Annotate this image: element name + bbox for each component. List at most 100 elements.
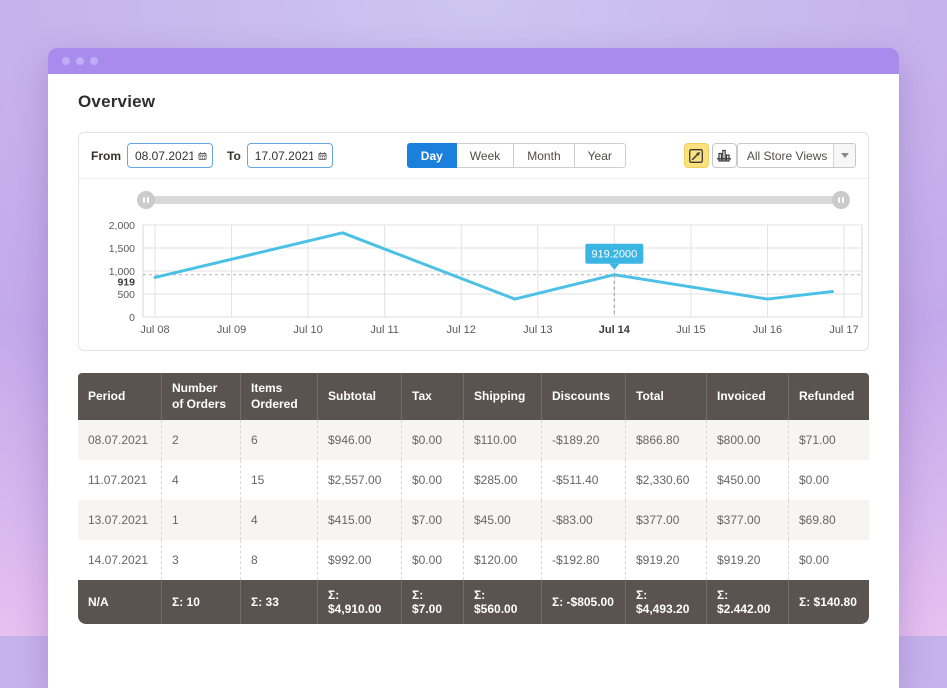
to-label: To (227, 148, 241, 163)
table-cell: $946.00 (317, 420, 401, 461)
table-cell: $0.00 (401, 540, 463, 581)
page-title: Overview (78, 92, 156, 111)
footer-total-cell: Σ: $4,910.00 (317, 580, 401, 625)
window-dot-icon[interactable] (62, 57, 70, 65)
bar-chart-button[interactable] (711, 143, 737, 168)
chart-range-slider (87, 191, 860, 209)
column-header[interactable]: Total (625, 373, 706, 421)
column-header[interactable]: Number of Orders (161, 373, 240, 421)
column-header[interactable]: Shipping (463, 373, 541, 421)
column-header[interactable]: Refunded (788, 373, 869, 421)
slider-handle-right[interactable] (832, 191, 850, 209)
bar-chart-icon (717, 149, 732, 162)
table-cell: $110.00 (463, 420, 541, 461)
slider-track[interactable] (143, 196, 844, 204)
table-cell: $415.00 (317, 500, 401, 541)
tooltip-value: 919.2000 (591, 249, 637, 261)
tab-week[interactable]: Week (456, 143, 515, 168)
x-axis-tick: Jul 16 (753, 324, 782, 336)
table-cell: $450.00 (706, 460, 788, 501)
table-cell: $992.00 (317, 540, 401, 581)
table-cell: 13.07.2021 (88, 513, 149, 528)
from-date-field[interactable] (127, 143, 213, 168)
table-footer-row: N/A Σ: 10 Σ: 33 Σ: $4,910.00 Σ: $7.00 Σ: $560… (78, 580, 869, 625)
column-header[interactable]: Period (88, 388, 126, 403)
chart-panel: From To (78, 132, 869, 351)
table-cell: 2 (161, 420, 240, 461)
data-series-line (153, 231, 835, 301)
table-cell: 11.07.2021 (88, 473, 148, 488)
window-dot-icon[interactable] (76, 57, 84, 65)
orders-line-chart[interactable]: 0 500 1,000 1,500 2,000 919 Jul 08 Jul 09 Jul 10… (87, 217, 878, 339)
footer-total-cell: Σ: $140.80 (788, 580, 869, 625)
table-cell: -$192.80 (541, 540, 625, 581)
table-row: 14.07.2021 3 8 $992.00 $0.00 $120.00 -$192.80 $… (78, 540, 869, 581)
to-date-input[interactable] (254, 148, 313, 163)
reference-line-label: 919 (117, 277, 135, 289)
footer-total-cell: Σ: $2.442.00 (706, 580, 788, 625)
table-cell: $800.00 (706, 420, 788, 461)
table-cell: $377.00 (625, 500, 706, 541)
line-chart-icon (689, 148, 704, 163)
x-axis-tick: Jul 15 (676, 324, 705, 336)
table-cell: $7.00 (401, 500, 463, 541)
table-cell: $69.80 (788, 500, 869, 541)
store-view-caret-button[interactable] (833, 144, 855, 167)
table-cell: $71.00 (788, 420, 869, 461)
tab-month[interactable]: Month (514, 143, 575, 168)
table-cell: $919.20 (625, 540, 706, 581)
y-axis-tick: 1,500 (109, 243, 135, 255)
table-cell: $0.00 (401, 420, 463, 461)
to-date-field[interactable] (246, 143, 333, 168)
chart-area: 0 500 1,000 1,500 2,000 919 Jul 08 Jul 09 Jul 10… (79, 179, 868, 350)
table-cell: -$189.20 (541, 420, 625, 461)
window-titlebar (48, 48, 899, 74)
table-cell: 15 (240, 460, 317, 501)
table-cell: $45.00 (463, 500, 541, 541)
x-axis-tick: Jul 11 (370, 324, 399, 336)
chevron-down-icon (840, 153, 849, 158)
line-chart-button[interactable] (683, 143, 709, 168)
table-cell: $120.00 (463, 540, 541, 581)
x-axis-tick: Jul 10 (293, 324, 322, 336)
calendar-icon[interactable] (198, 149, 207, 163)
table-cell: 8 (240, 540, 317, 581)
y-axis-tick: 1,000 (109, 266, 135, 278)
chart-tooltip (585, 243, 644, 264)
column-header[interactable]: Discounts (541, 373, 625, 421)
chart-type-buttons (683, 143, 737, 168)
x-axis-tick: Jul 09 (217, 324, 246, 336)
from-date-input[interactable] (135, 148, 193, 163)
footer-total-cell: Σ: 10 (161, 580, 240, 625)
x-axis-tick: Jul 13 (523, 324, 552, 336)
table-cell: 14.07.2021 (88, 553, 149, 568)
from-label: From (91, 148, 121, 163)
column-header[interactable]: Invoiced (706, 373, 788, 421)
table-cell: $0.00 (788, 540, 869, 581)
column-header[interactable]: Subtotal (317, 373, 401, 421)
y-axis-tick: 0 (129, 312, 135, 324)
period-tab-group: Day Week Month Year (406, 143, 626, 168)
x-axis-tick: Jul 17 (829, 324, 858, 336)
table-cell: $377.00 (706, 500, 788, 541)
footer-total-cell: Σ: $4,493.20 (625, 580, 706, 625)
table-cell: 1 (161, 500, 240, 541)
table-cell: $2,330.60 (625, 460, 706, 501)
store-view-select[interactable]: All Store Views (736, 143, 856, 168)
x-axis-tick: Jul 08 (140, 324, 169, 336)
tab-year[interactable]: Year (574, 143, 626, 168)
footer-total-cell: Σ: $560.00 (463, 580, 541, 625)
calendar-icon[interactable] (318, 149, 327, 163)
y-axis-tick: 2,000 (109, 220, 135, 232)
table-cell: 3 (161, 540, 240, 581)
column-header[interactable]: Tax (401, 373, 463, 421)
column-header[interactable]: Items Ordered (240, 373, 317, 421)
tab-day[interactable]: Day (406, 143, 457, 168)
table-cell: $0.00 (401, 460, 463, 501)
x-axis-tick: Jul 12 (447, 324, 476, 336)
slider-handle-left[interactable] (137, 191, 155, 209)
window-dot-icon[interactable] (90, 57, 98, 65)
footer-total-cell: Σ: 33 (240, 580, 317, 625)
footer-total-cell: Σ: -$805.00 (541, 580, 625, 625)
table-row: 13.07.2021 1 4 $415.00 $7.00 $45.00 -$83.00 $37… (78, 500, 869, 541)
